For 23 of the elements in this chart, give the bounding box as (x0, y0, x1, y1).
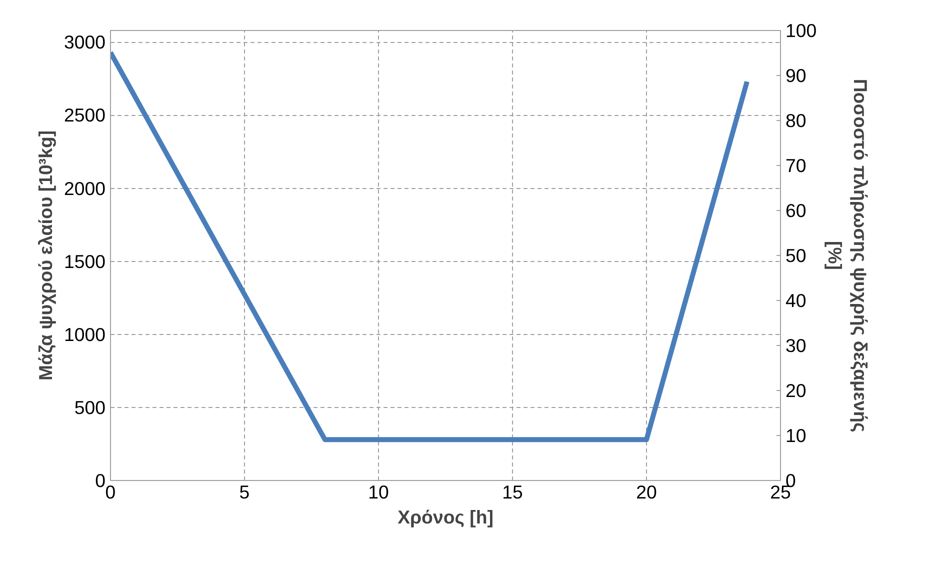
y2-tick-label: 10 (786, 425, 806, 446)
x-tick-label: 20 (636, 482, 657, 502)
y2-tick-label: 50 (786, 245, 806, 266)
y2-tick-label: 40 (786, 290, 806, 311)
y-tick-label: 1500 (64, 250, 106, 272)
y-tick-label: 2000 (64, 178, 106, 199)
y2-tick-label: 30 (786, 335, 806, 356)
y2-tick-label: 20 (786, 380, 806, 401)
x-tick-label: 15 (502, 482, 523, 502)
y-axis-title: Μάζα ψυχρού ελαίου [10³kg] (34, 130, 56, 381)
x-tick-label: 10 (368, 482, 389, 502)
y2-tick-label: 70 (786, 155, 806, 176)
y-tick-label: 3000 (64, 32, 106, 53)
y2-tick-label: 90 (786, 65, 806, 86)
y2-tick-label: 60 (786, 200, 806, 221)
y2-tick-label: 80 (786, 110, 806, 131)
y-tick-label: 1000 (64, 324, 106, 345)
y-tick-label: 500 (74, 396, 106, 418)
y2-tick-label: 100 (786, 20, 817, 41)
x-tick-label: 5 (239, 482, 250, 502)
y-tick-label: 2500 (64, 104, 106, 126)
y2-axis-title: Ποσοστό πλήρωσης ψυχρής δεξαμενής [%] (824, 78, 871, 432)
x-axis-title: Χρόνος [h] (398, 506, 494, 528)
